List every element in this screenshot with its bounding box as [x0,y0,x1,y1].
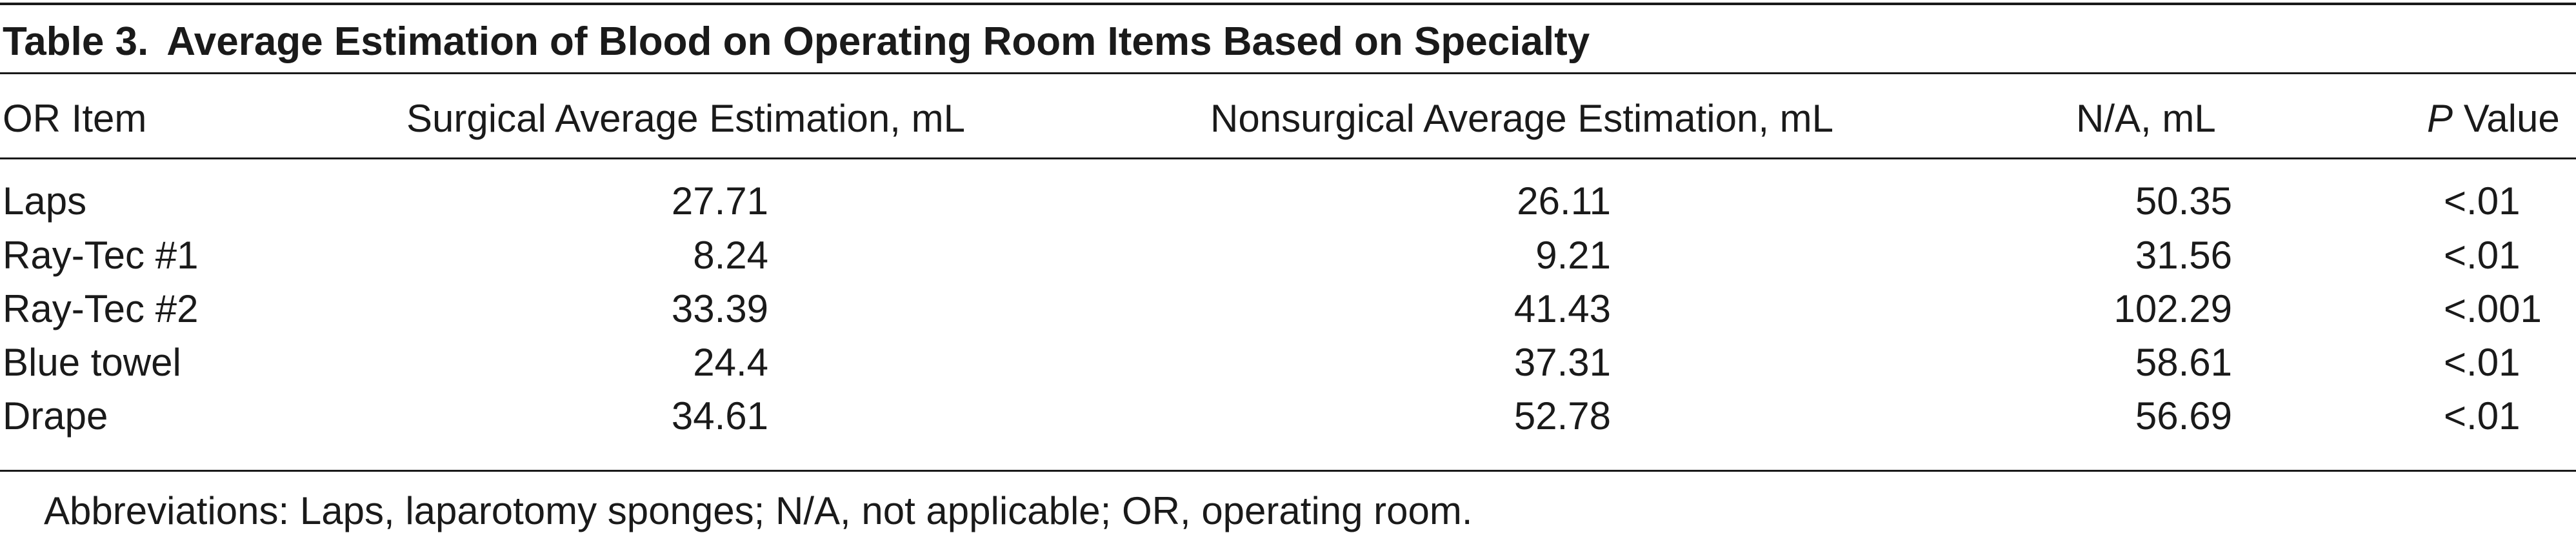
header-or-item: OR Item [3,97,147,140]
row-raytec2-nonsurgical: 41.43 [1513,287,1611,330]
row-bluetowel-p: <.01 [2444,341,2521,384]
row-raytec2-surgical: 33.39 [671,287,768,330]
row-raytec1-na: 31.56 [2135,234,2232,277]
header-na: N/A, mL [2076,97,2216,140]
header-nonsurgical: Nonsurgical Average Estimation, mL [1210,97,1834,140]
row-raytec1-nonsurgical: 9.21 [1535,234,1611,277]
row-raytec1-item: Ray-Tec #1 [3,234,199,277]
bottom-rule [0,470,2576,472]
row-laps-na: 50.35 [2135,179,2232,223]
row-bluetowel-nonsurgical: 37.31 [1513,341,1611,384]
row-raytec1-p: <.01 [2444,234,2521,277]
row-laps-item: Laps [3,179,87,223]
row-drape-surgical: 34.61 [671,394,768,438]
row-drape-na: 56.69 [2135,394,2232,438]
header-p-letter: P [2427,97,2453,140]
table-title-text: Average Estimation of Blood on Operating… [166,19,1590,64]
row-drape-item: Drape [3,394,108,438]
row-laps-surgical: 27.71 [671,179,768,223]
header-surgical: Surgical Average Estimation, mL [406,97,965,140]
row-raytec1-surgical: 8.24 [693,234,768,277]
row-bluetowel-na: 58.61 [2135,341,2232,384]
table-footnote: Abbreviations: Laps, laparotomy sponges;… [44,489,1473,532]
row-laps-nonsurgical: 26.11 [1517,179,1611,223]
row-bluetowel-surgical: 24.4 [693,341,768,384]
top-rule [0,3,2576,5]
row-drape-nonsurgical: 52.78 [1513,394,1611,438]
table-title: Table 3. Average Estimation of Blood on O… [3,22,1590,62]
row-drape-p: <.01 [2444,394,2521,438]
header-p-rest: Value [2453,97,2560,140]
row-raytec2-na: 102.29 [2113,287,2232,330]
header-p-value: P Value [2427,99,2560,138]
row-bluetowel-item: Blue towel [3,341,181,384]
title-rule [0,72,2576,74]
row-raytec2-item: Ray-Tec #2 [3,287,199,330]
table-label: Table 3. [3,19,149,64]
header-rule [0,157,2576,159]
row-raytec2-p: <.001 [2444,287,2542,330]
row-laps-p: <.01 [2444,179,2521,223]
